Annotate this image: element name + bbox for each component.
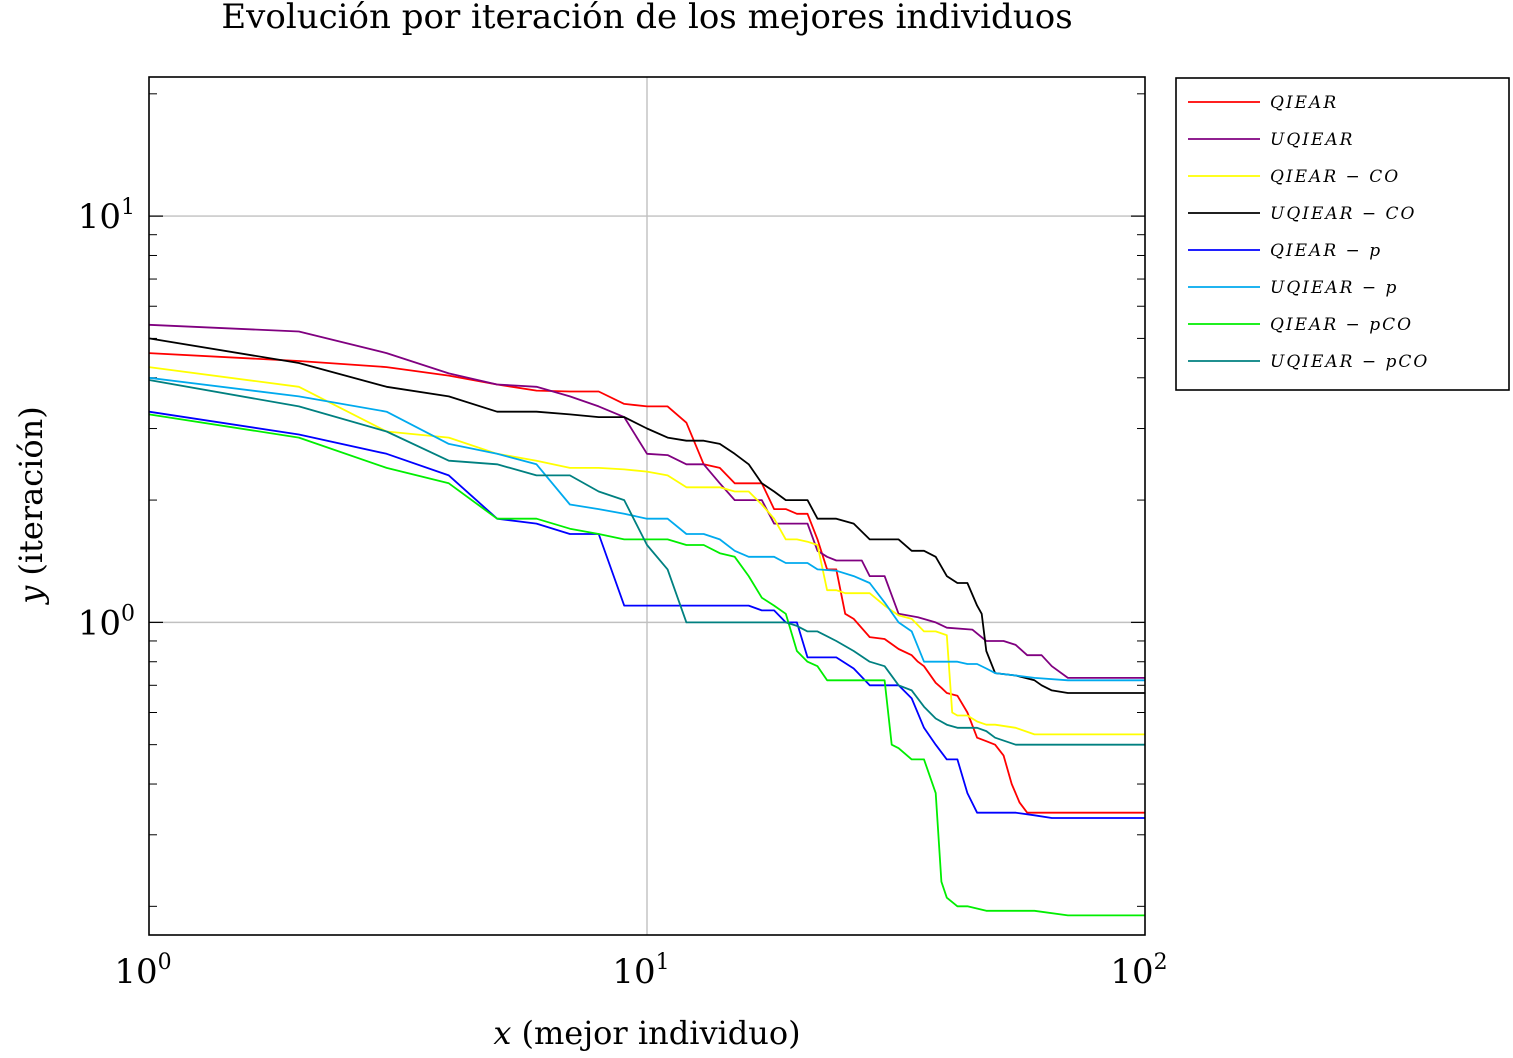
y-axis-label: y (iteración) [12,406,50,605]
legend-label: QIEAR − p [1270,241,1382,261]
chart-title: Evolución por iteración de los mejores i… [221,0,1072,37]
x-tick-label: 102 [1110,950,1167,992]
x-tick-label: 101 [612,950,669,992]
x-axis-var: x [493,1014,511,1052]
y-tick-label: 101 [78,195,135,237]
minor-ticks [149,93,1145,907]
legend-label: UQIEAR − CO [1270,204,1416,224]
x-axis-text: (mejor individuo) [521,1014,800,1052]
y-axis-var: y [12,585,50,606]
series-group [148,323,1145,917]
legend-label: UQIEAR [1270,130,1354,150]
legend-box [1175,77,1510,391]
x-tick-label: 100 [114,950,171,992]
series-line [148,413,1145,917]
series-line [148,376,1145,682]
series-line [148,352,1145,814]
legend-label: QIEAR − CO [1270,167,1400,187]
grid [149,77,1145,935]
series-line [148,323,1145,679]
y-tick-labels: 100 101 [78,195,135,643]
legend-label: UQIEAR − pCO [1270,352,1429,372]
legend-label: QIEAR [1270,93,1338,113]
y-tick-label: 100 [78,601,135,643]
legend: QIEAR UQIEAR QIEAR − CO UQIEAR − CO QIEAR − … [1175,77,1510,391]
plot-frame [148,76,1146,936]
series-line [148,366,1145,736]
series-line [148,379,1145,746]
x-tick-labels: 100 101 102 [114,950,1167,992]
x-axis-label: x (mejor individuo) [493,1014,800,1052]
legend-label: UQIEAR − p [1270,278,1398,298]
y-axis-text: (iteración) [12,406,50,575]
legend-label: QIEAR − pCO [1270,315,1413,335]
